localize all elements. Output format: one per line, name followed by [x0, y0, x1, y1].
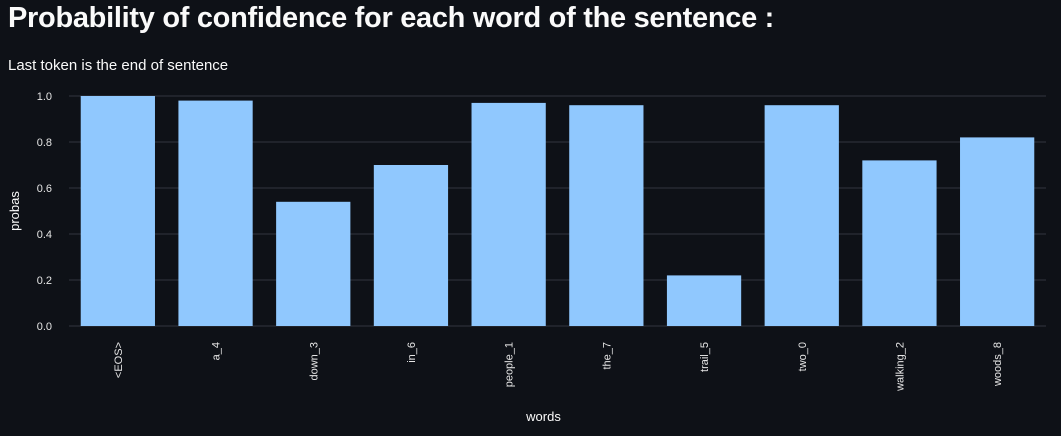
x-tick-label: two_0: [797, 342, 809, 371]
y-tick-label: 0.6: [37, 183, 52, 195]
x-tick-label: a_4: [211, 342, 223, 360]
bar: [569, 105, 644, 326]
y-tick-label: 0.8: [37, 137, 52, 149]
page-subtitle: Last token is the end of sentence: [8, 57, 229, 74]
x-tick-label: trail_5: [699, 342, 711, 372]
bar: [178, 100, 253, 326]
x-tick-label: people_1: [504, 342, 516, 387]
y-tick-label: 0.4: [37, 229, 52, 241]
x-tick-label: in_6: [406, 342, 418, 363]
x-tick-label: woods_8: [992, 342, 1004, 387]
x-axis-label: words: [525, 409, 561, 424]
bar: [80, 96, 155, 326]
bar: [276, 201, 351, 326]
x-tick-label: down_3: [308, 342, 320, 381]
bar: [471, 102, 546, 327]
bar: [373, 165, 449, 326]
y-tick-label: 0.0: [37, 321, 52, 333]
y-tick-label: 0.2: [37, 275, 52, 287]
x-tick-label: the_7: [601, 342, 613, 370]
bar: [764, 105, 839, 326]
bar: [862, 160, 937, 326]
x-tick-label: <EOS>: [113, 342, 125, 378]
page-title: Probability of confidence for each word …: [8, 2, 775, 34]
x-tick-label: walking_2: [894, 342, 906, 392]
y-tick-label: 1.0: [37, 91, 52, 103]
bar: [960, 137, 1035, 326]
y-axis-label: probas: [7, 191, 22, 231]
bar: [666, 275, 742, 326]
